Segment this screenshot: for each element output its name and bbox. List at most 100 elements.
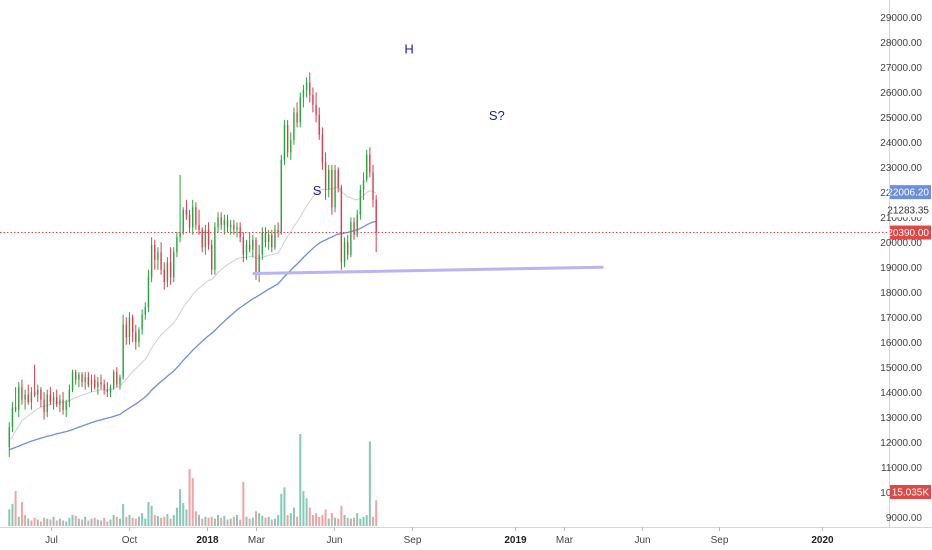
price-tick-label: 21000.00 [880, 213, 922, 224]
volume-bar [81, 519, 84, 526]
candle-body [271, 234, 273, 248]
candle [201, 227, 203, 253]
volume-badge: 15.035K [890, 485, 931, 499]
time-tick-label: 2020 [811, 535, 834, 546]
candle-body [21, 387, 23, 400]
candle [242, 232, 245, 263]
candle [223, 214, 226, 235]
candle-body [30, 392, 33, 403]
candle [138, 327, 140, 348]
volume-bar [330, 513, 333, 526]
volume-bar [185, 509, 188, 526]
pattern-label: H [404, 42, 413, 57]
volume-bar [267, 516, 270, 526]
volume-bar [292, 507, 295, 526]
volume-bar [87, 520, 90, 526]
candle-body [220, 217, 222, 225]
candle [182, 207, 184, 235]
volume-bar [223, 515, 226, 526]
candle [271, 229, 273, 253]
volume-bar [77, 518, 80, 526]
volume-bar [74, 515, 77, 526]
price-tick-label: 15000.00 [880, 363, 922, 374]
volume-bar [131, 517, 134, 526]
candle [198, 209, 200, 235]
candle [362, 172, 365, 200]
candle [68, 384, 71, 408]
volume-bar [156, 515, 159, 526]
candle [302, 84, 305, 108]
candle-body [258, 254, 260, 275]
time-tick-label: Sep [404, 535, 422, 546]
price-tick-label: 14000.00 [880, 388, 922, 399]
candle-body [331, 169, 333, 208]
candle [100, 374, 102, 390]
candle [207, 222, 210, 250]
candle-body [350, 222, 352, 255]
candle [211, 239, 213, 275]
candle-body [264, 232, 267, 243]
candle [30, 387, 33, 410]
candle-body [236, 227, 238, 230]
volume-bar [283, 487, 286, 526]
volume-bar [248, 518, 251, 526]
candle [236, 222, 238, 238]
candle [24, 389, 26, 410]
price-badge-label: 22006.20 [887, 188, 929, 199]
candle [84, 372, 86, 390]
price-badge: 21283.35 [887, 203, 931, 218]
volume-bar [30, 520, 33, 526]
candle-body [204, 229, 207, 248]
candle [49, 387, 52, 405]
price-badge-label: 21283.35 [887, 206, 929, 217]
volume-bar [144, 518, 147, 526]
candle [350, 217, 352, 258]
neckline [252, 265, 604, 275]
time-tick-label: Mar [248, 535, 266, 546]
candle [163, 262, 165, 290]
candle [18, 382, 20, 418]
candle-body [109, 387, 112, 393]
volume-bar [90, 518, 93, 526]
candle-body [359, 189, 362, 215]
candle-body [49, 394, 52, 403]
candle [131, 314, 134, 343]
price-badge: 20390.00 [887, 225, 931, 240]
candle [315, 92, 317, 123]
candle [71, 369, 74, 393]
candlesticks [8, 72, 377, 458]
price-tick-label: 24000.00 [880, 138, 922, 149]
candle [214, 222, 216, 275]
volume-bar [36, 519, 39, 526]
candle-body [59, 399, 61, 405]
candle-body [33, 392, 36, 395]
volume-bar [368, 441, 371, 526]
candle-body [293, 112, 295, 140]
volume-bar [62, 520, 65, 526]
candle [312, 87, 314, 113]
candle [356, 209, 358, 238]
volume-bar [318, 516, 321, 526]
candle-body [169, 262, 172, 278]
candle-body [343, 242, 346, 263]
time-tick-label: Sep [711, 535, 729, 546]
volume-bar [321, 514, 324, 526]
volume-bar [14, 491, 17, 526]
candle [21, 379, 23, 405]
volume-bar [264, 517, 267, 526]
volume-bar [299, 434, 302, 526]
volume-bar [96, 519, 99, 526]
volume-bar [315, 513, 318, 526]
candle-body [56, 397, 58, 405]
candle-body [166, 262, 169, 283]
candle [204, 224, 207, 255]
candle-body [245, 244, 248, 255]
volume-bar [365, 514, 368, 526]
volume-bar [201, 518, 204, 526]
volume-bar [93, 517, 96, 526]
candle-body [116, 372, 118, 385]
moving-averages [8, 186, 377, 451]
candle-body [65, 402, 67, 410]
candle [160, 242, 162, 275]
